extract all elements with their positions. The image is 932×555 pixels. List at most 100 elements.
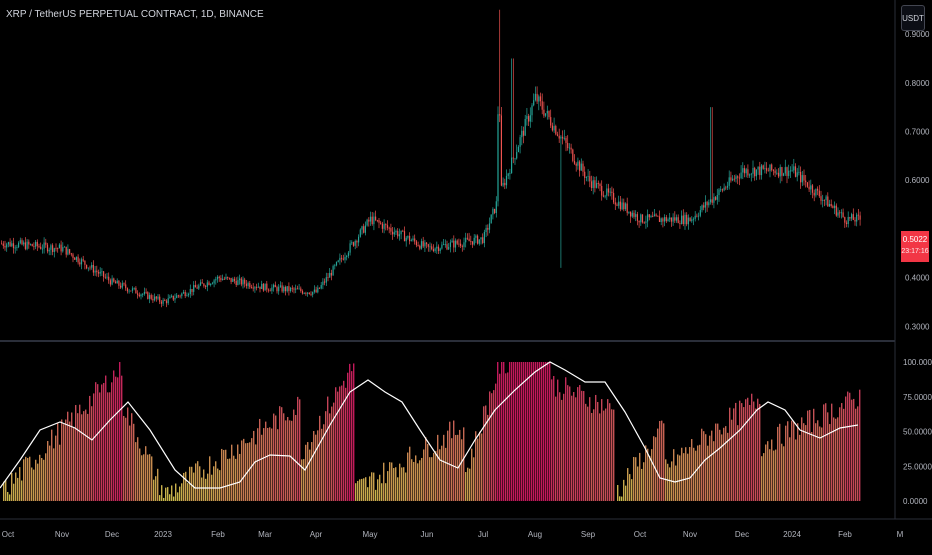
candle-body (806, 182, 808, 187)
candle-body (769, 164, 771, 172)
candle-body (237, 280, 239, 286)
histogram-bar (241, 440, 243, 501)
histogram-bar (363, 478, 365, 501)
histogram-bar (195, 463, 197, 501)
candle-body (750, 173, 752, 175)
candle-body (198, 285, 200, 289)
candle-body (325, 277, 327, 283)
histogram-bar (651, 449, 653, 501)
candle-body (106, 276, 108, 278)
histogram-bar (187, 483, 189, 501)
candle-body (830, 204, 832, 207)
candle-body (684, 214, 686, 225)
candle-body (31, 244, 33, 247)
histogram-bar (181, 483, 183, 501)
candle-body (475, 235, 477, 238)
candle-body (575, 163, 577, 166)
candle-body (817, 188, 819, 191)
candle-body (329, 272, 331, 278)
histogram-bar (637, 466, 639, 501)
candle-body (121, 283, 123, 288)
histogram-bar (607, 399, 609, 501)
currency-button[interactable]: USDT (901, 5, 925, 31)
candle-body (2, 243, 4, 246)
candle-body (313, 289, 315, 292)
candle-body (441, 244, 443, 249)
candle-body (159, 296, 161, 302)
histogram-bar (325, 411, 327, 501)
candle-body (24, 242, 26, 249)
histogram-bar (515, 362, 517, 501)
histogram-bar (57, 423, 59, 501)
histogram-bar (487, 414, 489, 501)
histogram-bar (339, 386, 341, 501)
candle-body (293, 288, 295, 290)
candle-body (749, 174, 751, 176)
candle-body (679, 223, 681, 224)
histogram-bar (585, 403, 587, 501)
candle-body (599, 184, 601, 187)
symbol-title[interactable]: XRP / TetherUS PERPETUAL CONTRACT, 1D, B… (6, 9, 264, 20)
histogram-bar (155, 476, 157, 501)
candle-body (754, 167, 756, 177)
histogram-bar (385, 483, 387, 501)
histogram-bar (115, 376, 117, 501)
histogram-bar (169, 494, 171, 501)
histogram-bar (851, 399, 853, 501)
histogram-bar (161, 485, 163, 501)
candle-body (662, 218, 664, 222)
candle-body (543, 109, 545, 116)
candle-body (699, 210, 701, 216)
candle-body (250, 287, 253, 289)
histogram-bar (699, 444, 701, 501)
histogram-bar (643, 462, 645, 501)
histogram-bar (765, 444, 767, 501)
time-axis-label: Oct (2, 530, 15, 539)
candle-body (555, 126, 557, 135)
candle-body (179, 295, 181, 297)
candle-body (347, 252, 349, 256)
histogram-bar (621, 496, 623, 501)
histogram-bar (397, 477, 399, 501)
candle-body (458, 243, 460, 245)
candle-body (131, 288, 134, 291)
candle-body (604, 195, 606, 197)
histogram-bar (713, 441, 715, 501)
candle-body (65, 246, 67, 255)
histogram-bar (407, 452, 409, 501)
histogram-bar (819, 426, 821, 501)
candle-body (653, 214, 655, 217)
histogram-bar (689, 447, 691, 501)
candle-body (743, 168, 746, 174)
histogram-bar (251, 438, 253, 501)
candle-body (454, 240, 457, 248)
histogram-bar (265, 421, 267, 501)
histogram-bar (627, 468, 629, 501)
histogram-bar (129, 425, 131, 501)
candle-body (18, 242, 20, 248)
candle-body (349, 243, 351, 253)
candle-body (715, 197, 717, 200)
candle-body (210, 283, 212, 286)
histogram-bar (581, 390, 583, 501)
histogram-bar (469, 468, 471, 501)
candle-body (228, 277, 230, 279)
histogram-bar (63, 424, 65, 501)
histogram-bar (567, 385, 569, 501)
candle-body (427, 244, 429, 247)
histogram-bar (135, 442, 137, 501)
candle-body (157, 296, 159, 299)
candle-body (687, 217, 689, 225)
time-axis-label: Jun (421, 530, 434, 539)
candle-body (126, 288, 128, 292)
candle-body (262, 283, 264, 291)
candle-body (565, 137, 567, 143)
candle-body (847, 217, 849, 224)
candle-body (11, 243, 13, 247)
candle-body (572, 149, 574, 161)
candle-body (215, 279, 217, 281)
candle-body (621, 202, 623, 210)
candle-body (623, 202, 625, 210)
